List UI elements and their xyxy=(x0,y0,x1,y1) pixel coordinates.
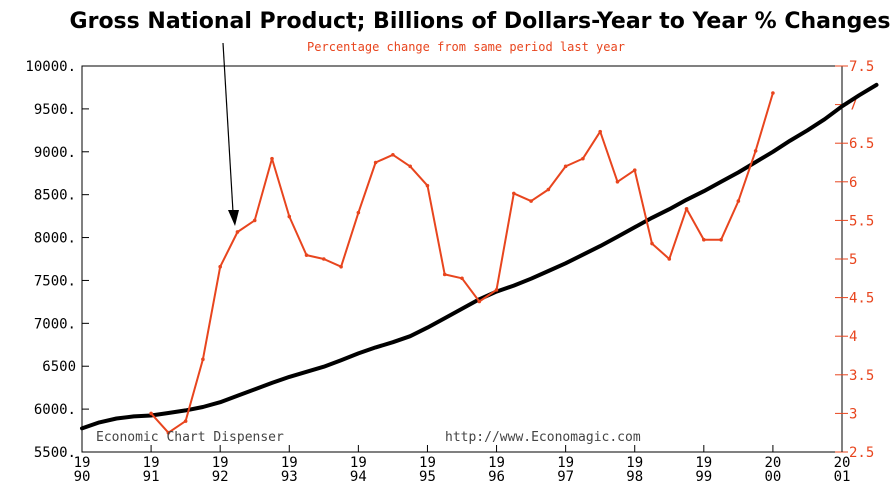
x-tick-label-bottom: 91 xyxy=(143,469,160,485)
data-point-pct xyxy=(322,257,326,261)
data-point-pct xyxy=(304,253,309,257)
data-point-pct xyxy=(201,357,205,362)
x-tick-label-bottom: 93 xyxy=(281,469,298,485)
data-point-pct xyxy=(563,164,568,169)
x-tick-label-bottom: 96 xyxy=(488,469,505,485)
data-point-pct xyxy=(684,207,689,211)
y-left-tick-label: 10000. xyxy=(25,59,76,75)
data-point-pct xyxy=(650,241,654,246)
data-point-pct xyxy=(373,160,378,165)
x-tick-label-top: 19 xyxy=(626,455,643,471)
y-left-tick-label: 7000. xyxy=(34,316,76,332)
annotation-arrow-head xyxy=(228,210,239,226)
x-tick-label-top: 19 xyxy=(143,455,160,471)
data-point-pct xyxy=(719,237,723,242)
data-point-pct xyxy=(391,152,395,157)
data-point-pct xyxy=(339,264,343,269)
x-tick-label-bottom: 92 xyxy=(212,469,229,485)
data-point-pct xyxy=(598,129,602,134)
chart-subtitle: Percentage change from same period last … xyxy=(307,40,625,54)
y-right-tick-label: 6.5 xyxy=(849,136,874,152)
data-point-pct xyxy=(287,214,292,219)
plot-frame xyxy=(81,65,843,453)
x-tick-label-top: 19 xyxy=(488,455,505,471)
x-tick-label-bottom: 99 xyxy=(695,469,712,485)
data-point-pct xyxy=(183,419,188,423)
data-point-pct xyxy=(546,187,551,192)
y-left-tick-label: 9000. xyxy=(34,145,76,161)
data-point-pct xyxy=(581,156,585,161)
data-point-pct xyxy=(356,210,361,215)
series-line-gnp xyxy=(80,82,879,431)
data-point-pct xyxy=(270,156,274,161)
y-right-tick-label: 7 xyxy=(849,98,857,114)
y-left-tick-label: 8500. xyxy=(34,188,76,204)
series-line-pct xyxy=(150,92,774,434)
x-tick-label-bottom: 95 xyxy=(419,469,436,485)
data-point-pct xyxy=(753,149,758,153)
y-right-tick-label: 5 xyxy=(849,252,857,268)
data-point-pct xyxy=(460,276,464,281)
y-right-tick-label: 3.5 xyxy=(849,368,874,384)
data-point-pct xyxy=(149,411,153,416)
y-right-tick-label: 2.5 xyxy=(849,445,874,461)
chart-title: Gross National Product; Billions of Doll… xyxy=(70,9,891,34)
data-point-pct xyxy=(771,91,775,95)
watermark-left: Economic Chart Dispenser xyxy=(96,430,284,445)
annotation-arrow xyxy=(222,42,234,213)
x-tick-label-top: 19 xyxy=(557,455,574,471)
y-right-tick-label: 6 xyxy=(849,175,857,191)
x-tick-label-top: 20 xyxy=(834,455,851,471)
x-tick-label-bottom: 90 xyxy=(74,469,91,485)
data-point-pct xyxy=(442,272,447,277)
x-tick-label-top: 20 xyxy=(764,455,781,471)
x-tick-label-bottom: 98 xyxy=(626,469,643,485)
data-point-pct xyxy=(615,180,620,184)
x-tick-label-top: 19 xyxy=(281,455,298,471)
data-point-pct xyxy=(529,199,533,203)
axes: 10000.9500.9000.8500.8000.7500.7000.6500… xyxy=(25,59,874,485)
y-right-tick-label: 3 xyxy=(849,406,857,422)
y-right-tick-label: 7.5 xyxy=(849,59,874,75)
y-left-tick-label: 9500. xyxy=(34,102,76,118)
y-left-tick-label: 6500 xyxy=(42,359,76,375)
data-point-pct xyxy=(702,237,706,242)
y-left-tick-label: 5500. xyxy=(34,445,76,461)
data-point-pct xyxy=(425,183,430,188)
x-tick-label-bottom: 94 xyxy=(350,469,367,485)
data-point-pct xyxy=(477,299,482,304)
data-point-pct xyxy=(667,257,672,261)
data-point-pct xyxy=(408,164,412,169)
series-layer xyxy=(80,82,879,435)
x-tick-label-top: 19 xyxy=(419,455,436,471)
x-tick-label-top: 19 xyxy=(74,455,91,471)
y-right-tick-label: 5.5 xyxy=(849,213,874,229)
x-tick-label-top: 19 xyxy=(212,455,229,471)
y-left-tick-label: 8000. xyxy=(34,231,76,247)
data-point-pct xyxy=(218,264,222,269)
x-tick-label-bottom: 00 xyxy=(764,469,781,485)
x-tick-label-bottom: 97 xyxy=(557,469,574,485)
data-point-pct xyxy=(166,430,171,435)
y-left-tick-label: 6000. xyxy=(34,402,76,418)
data-point-pct xyxy=(252,218,257,223)
x-tick-label-top: 19 xyxy=(350,455,367,471)
data-point-pct xyxy=(494,288,499,292)
watermark-right: http://www.Economagic.com xyxy=(445,430,641,445)
y-right-tick-label: 4.5 xyxy=(849,291,874,307)
x-tick-label-top: 19 xyxy=(695,455,712,471)
y-right-tick-label: 4 xyxy=(849,329,857,345)
x-tick-label-bottom: 01 xyxy=(834,469,851,485)
y-left-tick-label: 7500. xyxy=(34,273,76,289)
data-point-pct xyxy=(736,199,741,203)
data-point-pct xyxy=(235,230,240,234)
data-point-pct xyxy=(512,191,516,196)
data-point-pct xyxy=(632,168,637,173)
